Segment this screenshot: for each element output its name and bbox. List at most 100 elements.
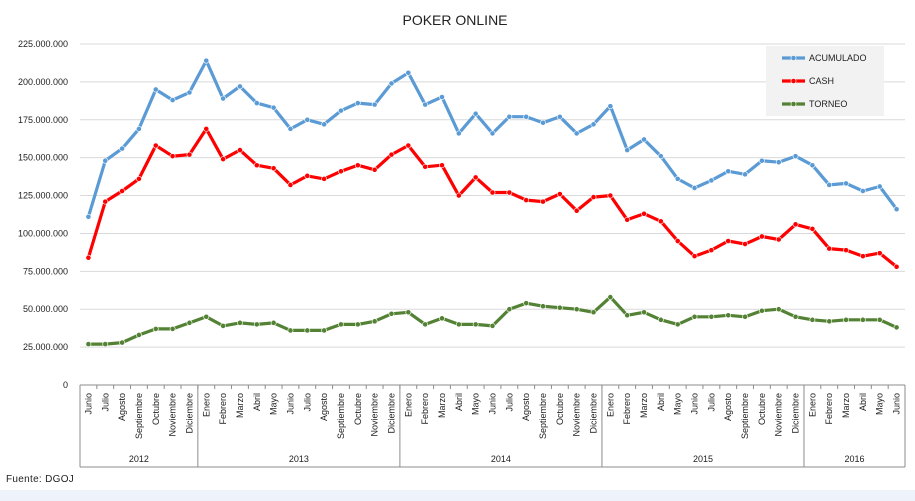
legend-marker-acumulado <box>790 55 797 61</box>
x-tick-label: Junio <box>690 393 700 415</box>
data-point-acumulado <box>792 153 799 160</box>
x-tick-label: Octubre <box>353 393 363 425</box>
x-tick-label: Diciembre <box>386 393 396 434</box>
data-point-acumulado <box>809 162 816 169</box>
data-point-torneo <box>304 327 311 334</box>
data-point-torneo <box>136 332 142 338</box>
x-tick-label: Octubre <box>757 393 767 425</box>
data-point-torneo <box>573 306 580 313</box>
data-point-acumulado <box>573 130 580 137</box>
data-point-torneo <box>287 327 294 334</box>
y-tick-label: 25.000.000 <box>23 342 68 352</box>
data-point-acumulado <box>674 175 681 182</box>
data-point-torneo <box>354 321 361 328</box>
data-point-torneo <box>455 321 462 328</box>
data-point-cash <box>758 233 765 240</box>
data-point-acumulado <box>220 95 227 102</box>
data-point-cash <box>321 175 328 182</box>
data-point-acumulado <box>607 103 614 110</box>
legend-label-torneo: TORNEO <box>809 99 847 109</box>
data-point-acumulado <box>119 145 125 152</box>
x-tick-label: Mayo <box>269 393 279 415</box>
data-point-cash <box>641 210 647 217</box>
x-tick-label: Junio <box>892 393 902 415</box>
data-point-torneo <box>590 309 597 316</box>
x-tick-label: Febrero <box>218 393 228 425</box>
data-point-acumulado <box>388 80 395 87</box>
data-point-torneo <box>708 313 715 320</box>
x-tick-label: Noviembre <box>572 393 582 437</box>
x-tick-label: Septiembre <box>740 393 750 439</box>
data-point-acumulado <box>708 177 715 184</box>
data-point-acumulado <box>136 125 142 132</box>
data-point-acumulado <box>843 180 849 187</box>
data-point-acumulado <box>826 182 833 188</box>
data-point-torneo <box>489 322 496 329</box>
data-point-cash <box>573 207 580 214</box>
data-point-acumulado <box>590 121 597 128</box>
data-point-cash <box>826 245 833 252</box>
x-tick-label: Mayo <box>875 393 885 415</box>
data-point-torneo <box>186 319 193 326</box>
data-point-cash <box>742 241 748 247</box>
data-point-acumulado <box>85 213 92 220</box>
x-tick-label: Julio <box>100 393 110 412</box>
x-tick-label: Marzo <box>841 393 851 418</box>
x-tick-label: Marzo <box>437 393 447 418</box>
data-point-acumulado <box>354 100 361 107</box>
data-point-acumulado <box>876 183 883 190</box>
data-point-acumulado <box>506 113 513 120</box>
data-point-torneo <box>624 312 631 319</box>
data-point-acumulado <box>523 113 530 120</box>
y-tick-label: 225.000.000 <box>18 39 68 49</box>
data-point-cash <box>843 247 849 254</box>
data-point-cash <box>590 194 597 200</box>
data-point-torneo <box>556 304 563 311</box>
data-point-acumulado <box>489 130 496 137</box>
data-point-cash <box>85 254 92 261</box>
data-point-torneo <box>338 321 344 328</box>
x-tick-label: Agosto <box>319 393 329 421</box>
data-point-acumulado <box>304 116 311 123</box>
data-point-cash <box>422 163 429 170</box>
data-point-acumulado <box>556 113 563 120</box>
data-point-torneo <box>253 321 260 328</box>
data-point-cash <box>119 188 125 194</box>
data-point-torneo <box>102 341 109 347</box>
x-tick-label: Enero <box>605 393 615 417</box>
data-point-acumulado <box>893 206 900 213</box>
x-tick-label: Diciembre <box>589 393 599 434</box>
data-point-acumulado <box>253 100 260 107</box>
data-point-cash <box>253 162 260 169</box>
x-tick-label: Enero <box>807 393 817 417</box>
data-point-torneo <box>506 306 513 313</box>
data-point-acumulado <box>321 121 328 128</box>
y-tick-label: 100.000.000 <box>18 228 68 238</box>
x-tick-label: Junio <box>83 393 93 415</box>
x-tick-label: Julio <box>504 393 514 412</box>
x-tick-label: Abril <box>252 393 262 411</box>
x-tick-label: Septiembre <box>134 393 144 439</box>
data-point-torneo <box>422 321 429 328</box>
year-label: 2012 <box>129 454 149 464</box>
legend-marker-torneo <box>790 101 797 107</box>
data-point-cash <box>388 151 395 158</box>
x-tick-label: Julio <box>302 393 312 412</box>
data-point-torneo <box>607 294 614 300</box>
data-point-cash <box>102 198 109 205</box>
x-tick-label: Febrero <box>622 393 632 425</box>
data-point-torneo <box>371 318 378 325</box>
data-point-cash <box>405 142 412 149</box>
data-point-torneo <box>742 313 748 320</box>
data-point-cash <box>237 147 243 153</box>
data-point-acumulado <box>169 97 176 103</box>
data-point-torneo <box>792 313 799 320</box>
data-point-cash <box>657 218 664 225</box>
data-point-cash <box>893 263 900 270</box>
data-point-acumulado <box>439 94 445 100</box>
data-point-torneo <box>809 316 816 323</box>
data-point-acumulado <box>102 157 109 164</box>
x-tick-label: Mayo <box>673 393 683 415</box>
x-tick-label: Enero <box>403 393 413 417</box>
legend-label-cash: CASH <box>809 76 834 86</box>
